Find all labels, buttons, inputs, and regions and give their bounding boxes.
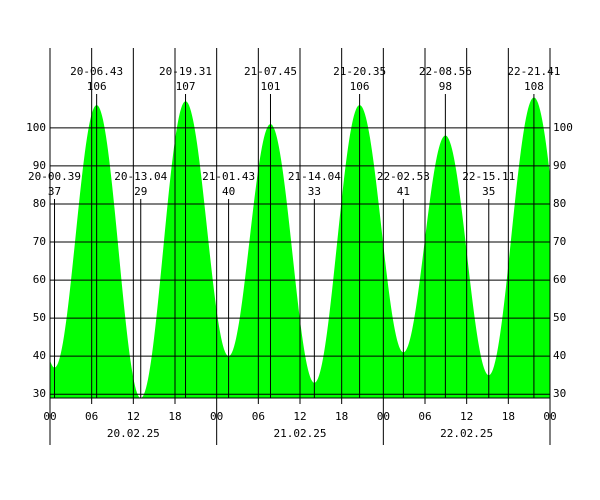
extreme-time: 22-02.53 — [377, 170, 430, 183]
extreme-time: 20-19.31 — [159, 65, 212, 78]
extreme-value: 33 — [308, 185, 321, 198]
x-tick-label: 12 — [293, 410, 306, 423]
x-tick-label: 12 — [127, 410, 140, 423]
extreme-time: 22-15.11 — [462, 170, 515, 183]
y-tick-label-right: 50 — [553, 311, 566, 324]
y-tick-label-right: 100 — [553, 121, 573, 134]
extreme-value: 37 — [48, 185, 61, 198]
y-tick-label-right: 90 — [553, 159, 566, 172]
extreme-time: 20-00.39 — [28, 170, 81, 183]
x-tick-label: 12 — [460, 410, 473, 423]
extreme-time: 22-21.41 — [507, 65, 560, 78]
extreme-value: 40 — [222, 185, 235, 198]
y-tick-label: 70 — [33, 235, 46, 248]
day-label: 22.02.25 — [440, 427, 493, 440]
extreme-time: 21-14.04 — [288, 170, 341, 183]
y-tick-label: 100 — [26, 121, 46, 134]
y-tick-label-right: 80 — [553, 197, 566, 210]
extreme-value: 106 — [87, 80, 107, 93]
extreme-value: 107 — [176, 80, 196, 93]
extreme-time: 22-08.56 — [419, 65, 472, 78]
y-tick-label: 50 — [33, 311, 46, 324]
extreme-time: 20-13.04 — [114, 170, 167, 183]
extreme-value: 108 — [524, 80, 544, 93]
y-tick-label: 80 — [33, 197, 46, 210]
extreme-value: 35 — [482, 185, 495, 198]
y-tick-label: 90 — [33, 159, 46, 172]
extreme-time: 21-07.45 — [244, 65, 297, 78]
x-tick-label: 06 — [85, 410, 98, 423]
x-tick-label: 00 — [43, 410, 56, 423]
extreme-time: 21-01.43 — [202, 170, 255, 183]
extreme-value: 101 — [261, 80, 281, 93]
extreme-time: 21-20.35 — [333, 65, 386, 78]
day-label: 20.02.25 — [107, 427, 160, 440]
y-tick-label: 30 — [33, 387, 46, 400]
x-tick-label: 18 — [335, 410, 348, 423]
y-tick-label: 60 — [33, 273, 46, 286]
x-tick-label: 18 — [502, 410, 515, 423]
x-tick-label: 18 — [168, 410, 181, 423]
x-tick-label: 00 — [210, 410, 223, 423]
x-tick-label: 00 — [377, 410, 390, 423]
extreme-value: 41 — [397, 185, 410, 198]
day-label: 21.02.25 — [274, 427, 327, 440]
extreme-time: 20-06.43 — [70, 65, 123, 78]
x-tick-label: 06 — [418, 410, 431, 423]
y-tick-label-right: 40 — [553, 349, 566, 362]
y-tick-label: 40 — [33, 349, 46, 362]
extreme-value: 98 — [439, 80, 452, 93]
y-tick-label-right: 60 — [553, 273, 566, 286]
x-tick-label: 00 — [543, 410, 556, 423]
extreme-value: 29 — [134, 185, 147, 198]
x-tick-label: 06 — [252, 410, 265, 423]
extreme-value: 106 — [350, 80, 370, 93]
y-tick-label-right: 30 — [553, 387, 566, 400]
y-tick-label-right: 70 — [553, 235, 566, 248]
